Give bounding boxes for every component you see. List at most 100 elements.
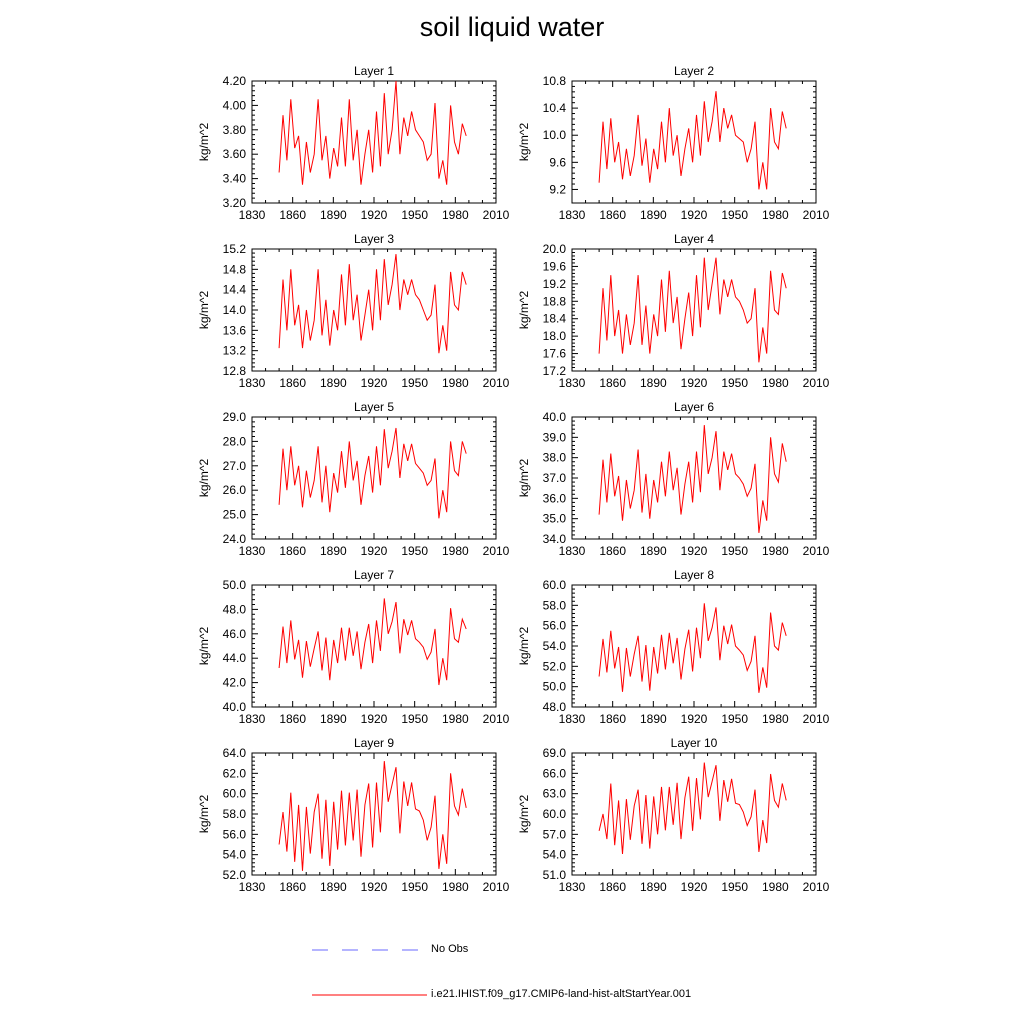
panel-title: Layer 7 <box>354 568 394 582</box>
series-line <box>598 91 787 190</box>
y-tick-label: 48.0 <box>543 700 567 714</box>
x-tick-label: 1890 <box>320 544 347 558</box>
x-tick-label: 1830 <box>559 544 586 558</box>
x-tick-label: 1950 <box>721 712 748 726</box>
y-tick-label: 4.00 <box>223 98 247 112</box>
y-axis-label: kg/m^2 <box>197 291 211 330</box>
x-tick-label: 1890 <box>320 208 347 222</box>
panel-title: Layer 5 <box>354 400 394 414</box>
y-tick-label: 54.0 <box>543 848 567 862</box>
x-tick-label: 1830 <box>559 208 586 222</box>
x-tick-label: 2010 <box>803 880 830 894</box>
y-tick-label: 10.8 <box>543 74 567 88</box>
y-tick-label: 15.2 <box>223 242 247 256</box>
y-tick-label: 39.0 <box>543 430 567 444</box>
y-tick-label: 18.4 <box>543 312 567 326</box>
x-tick-label: 1860 <box>279 376 306 390</box>
x-tick-label: 2010 <box>803 544 830 558</box>
y-tick-label: 64.0 <box>223 746 247 760</box>
x-tick-label: 2010 <box>483 376 510 390</box>
y-axis-label: kg/m^2 <box>197 459 211 498</box>
y-tick-label: 18.8 <box>543 294 567 308</box>
x-tick-label: 1920 <box>681 376 708 390</box>
y-tick-label: 52.0 <box>543 659 567 673</box>
x-tick-label: 1950 <box>721 880 748 894</box>
x-tick-label: 1890 <box>640 712 667 726</box>
x-tick-label: 1890 <box>640 544 667 558</box>
panel-title: Layer 1 <box>354 64 394 78</box>
y-tick-label: 58.0 <box>223 807 247 821</box>
x-tick-label: 2010 <box>803 208 830 222</box>
y-tick-label: 17.6 <box>543 347 567 361</box>
y-axis-label: kg/m^2 <box>197 627 211 666</box>
y-tick-label: 3.60 <box>223 147 247 161</box>
x-tick-label: 1920 <box>361 712 388 726</box>
x-tick-label: 1860 <box>279 712 306 726</box>
x-tick-label: 2010 <box>483 880 510 894</box>
y-tick-label: 26.0 <box>223 483 247 497</box>
x-tick-label: 1890 <box>320 712 347 726</box>
y-tick-label: 44.0 <box>223 651 247 665</box>
x-tick-label: 2010 <box>483 208 510 222</box>
y-tick-label: 9.6 <box>549 155 566 169</box>
y-tick-label: 3.40 <box>223 172 247 186</box>
x-tick-label: 1890 <box>320 376 347 390</box>
y-tick-label: 35.0 <box>543 512 567 526</box>
y-tick-label: 38.0 <box>543 451 567 465</box>
y-axis-label: kg/m^2 <box>517 627 531 666</box>
y-tick-label: 10.4 <box>543 101 567 115</box>
y-tick-label: 62.0 <box>223 766 247 780</box>
y-axis-label: kg/m^2 <box>517 291 531 330</box>
panel-title: Layer 2 <box>674 64 714 78</box>
y-tick-label: 60.0 <box>543 578 567 592</box>
x-tick-label: 2010 <box>803 712 830 726</box>
y-tick-label: 14.4 <box>223 283 247 297</box>
y-tick-label: 17.2 <box>543 364 567 378</box>
series-line <box>598 603 787 693</box>
y-tick-label: 58.0 <box>543 598 567 612</box>
x-tick-label: 1860 <box>599 712 626 726</box>
x-tick-label: 1830 <box>239 712 266 726</box>
x-tick-label: 1950 <box>401 544 428 558</box>
y-tick-label: 54.0 <box>223 848 247 862</box>
y-tick-label: 12.8 <box>223 364 247 378</box>
y-tick-label: 40.0 <box>223 700 247 714</box>
y-tick-label: 14.0 <box>223 303 247 317</box>
y-tick-label: 48.0 <box>223 602 247 616</box>
x-tick-label: 1920 <box>681 712 708 726</box>
panel-title: Layer 9 <box>354 736 394 750</box>
y-tick-label: 13.2 <box>223 344 247 358</box>
x-tick-label: 1950 <box>401 880 428 894</box>
x-tick-label: 1920 <box>361 208 388 222</box>
y-tick-label: 34.0 <box>543 532 567 546</box>
x-tick-label: 1830 <box>239 376 266 390</box>
x-tick-label: 2010 <box>803 376 830 390</box>
x-tick-label: 1920 <box>681 208 708 222</box>
series-line <box>278 427 467 519</box>
y-tick-label: 50.0 <box>543 680 567 694</box>
x-tick-label: 1860 <box>599 376 626 390</box>
x-tick-label: 1950 <box>401 376 428 390</box>
y-tick-label: 24.0 <box>223 532 247 546</box>
x-tick-label: 1830 <box>239 208 266 222</box>
x-tick-label: 1860 <box>279 544 306 558</box>
y-tick-label: 29.0 <box>223 410 247 424</box>
panel-title: Layer 3 <box>354 232 394 246</box>
y-tick-label: 60.0 <box>543 807 567 821</box>
y-tick-label: 18.0 <box>543 329 567 343</box>
panel-title: Layer 10 <box>671 736 718 750</box>
panel-title: Layer 6 <box>674 400 714 414</box>
x-tick-label: 1890 <box>640 376 667 390</box>
x-tick-label: 1980 <box>442 880 469 894</box>
series-line <box>278 254 467 354</box>
y-tick-label: 25.0 <box>223 508 247 522</box>
y-tick-label: 56.0 <box>543 619 567 633</box>
y-tick-label: 20.0 <box>543 242 567 256</box>
panel-title: Layer 8 <box>674 568 714 582</box>
y-tick-label: 28.0 <box>223 434 247 448</box>
